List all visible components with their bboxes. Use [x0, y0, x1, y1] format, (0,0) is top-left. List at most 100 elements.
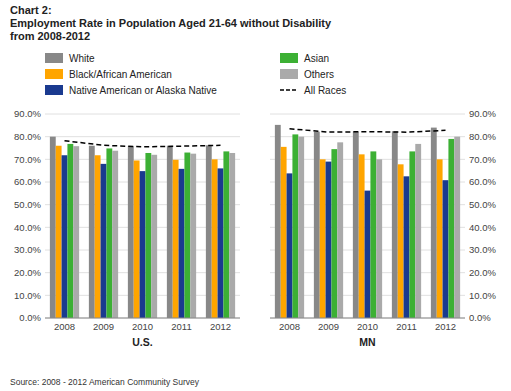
y-tick-label: 60.0%	[14, 176, 41, 187]
y-tick-label: 30.0%	[469, 244, 496, 255]
bar	[365, 191, 371, 318]
grid-line	[270, 114, 465, 115]
x-tick-label: 2010	[132, 321, 153, 332]
y-tick-label: 20.0%	[469, 267, 496, 278]
legend-label: All Races	[304, 85, 346, 96]
x-axis-label: U.S.	[132, 336, 153, 348]
bar	[67, 144, 73, 318]
chart: Chart 2:Employment Rate in Population Ag…	[0, 0, 511, 391]
panel: 0.0% 10.0% 20.0% 30.0% 40.0% 50.0% 60.0% 70.0% 8…	[14, 108, 240, 348]
title: Chart 2:	[10, 4, 52, 16]
bar	[398, 164, 404, 318]
y-tick-label: 30.0%	[14, 244, 41, 255]
y-tick-label: 90.0%	[14, 108, 41, 119]
y-tick-label: 20.0%	[14, 267, 41, 278]
legend-swatch	[45, 53, 63, 63]
x-tick-label: 2011	[396, 321, 416, 332]
legend-label: White	[69, 53, 95, 64]
bar	[448, 139, 454, 318]
source: Source: 2008 - 2012 American Community S…	[10, 377, 200, 387]
x-axis-label: MN	[359, 336, 375, 348]
bar	[95, 155, 101, 318]
bar	[437, 159, 443, 318]
x-tick-label: 2010	[357, 321, 378, 332]
y-tick-label: 40.0%	[469, 222, 496, 233]
marks	[50, 137, 235, 318]
bar	[151, 155, 157, 318]
bar	[370, 151, 376, 318]
bar	[173, 160, 179, 318]
y-tick-label: 50.0%	[14, 199, 41, 210]
bar	[359, 154, 365, 318]
bar	[454, 137, 460, 318]
y-tick-label: 70.0%	[14, 154, 41, 165]
title: Employment Rate in Population Aged 21-64…	[10, 17, 332, 29]
bar	[101, 164, 107, 318]
y-tick-label: 60.0%	[469, 176, 496, 187]
x-tick-label: 2009	[93, 321, 114, 332]
bar	[443, 180, 449, 318]
bar	[223, 151, 229, 318]
legend-label: Native American or Alaska Native	[69, 85, 217, 96]
bar	[128, 146, 134, 318]
bar	[326, 162, 332, 318]
bar	[331, 149, 337, 318]
y-tick-label: 10.0%	[469, 290, 496, 301]
bar	[409, 151, 415, 318]
grid-line	[45, 114, 240, 115]
bar	[56, 146, 62, 318]
legend-swatch	[45, 85, 63, 95]
bar	[392, 131, 398, 318]
bar	[73, 146, 79, 318]
y-tick-label: 10.0%	[14, 290, 41, 301]
x-tick-label: 2009	[318, 321, 339, 332]
legend-label: Others	[304, 69, 334, 80]
y-tick-label: 0.0%	[469, 312, 491, 323]
legend-swatch	[280, 53, 298, 63]
legend-line	[280, 89, 298, 91]
bar	[320, 159, 326, 318]
y-tick-label: 90.0%	[469, 108, 496, 119]
bar	[229, 153, 235, 318]
bar	[218, 168, 224, 318]
x-tick-label: 2011	[171, 321, 191, 332]
bar	[292, 134, 298, 318]
marks	[275, 125, 460, 318]
bar	[62, 155, 68, 318]
legend-label: Asian	[304, 53, 329, 64]
bar	[376, 159, 382, 318]
x-axis	[45, 318, 240, 319]
panel: 0.0%10.0%20.0%30.0%40.0%50.0%60.0%70.0%8…	[270, 108, 496, 348]
legend-swatch	[45, 69, 63, 79]
bar	[337, 142, 343, 318]
y-tick-label: 80.0%	[469, 131, 496, 142]
line	[290, 129, 446, 132]
x-tick-label: 2008	[279, 321, 300, 332]
line	[65, 141, 221, 147]
x-tick-label: 2012	[210, 321, 231, 332]
grid-line	[45, 136, 240, 137]
grid-line	[45, 318, 240, 319]
bar	[314, 132, 320, 318]
bar	[190, 154, 196, 318]
y-tick-label: 40.0%	[14, 222, 41, 233]
bar	[89, 146, 95, 318]
x-tick-label: 2008	[54, 321, 75, 332]
bar	[145, 153, 151, 318]
bar	[134, 160, 140, 318]
y-tick-label: 50.0%	[469, 199, 496, 210]
bar	[275, 125, 281, 318]
x-axis	[270, 318, 465, 319]
bar	[184, 153, 190, 318]
legend: WhiteBlack/African AmericanNative Americ…	[45, 53, 346, 96]
grid-line	[270, 318, 465, 319]
bar	[50, 137, 56, 318]
bar	[206, 145, 212, 318]
bar	[404, 176, 410, 318]
y-tick-label: 0.0%	[19, 312, 41, 323]
y-tick-label: 80.0%	[14, 131, 41, 142]
legend-swatch	[280, 69, 298, 79]
bar	[167, 146, 173, 318]
bar	[212, 159, 218, 318]
bar	[140, 171, 146, 318]
